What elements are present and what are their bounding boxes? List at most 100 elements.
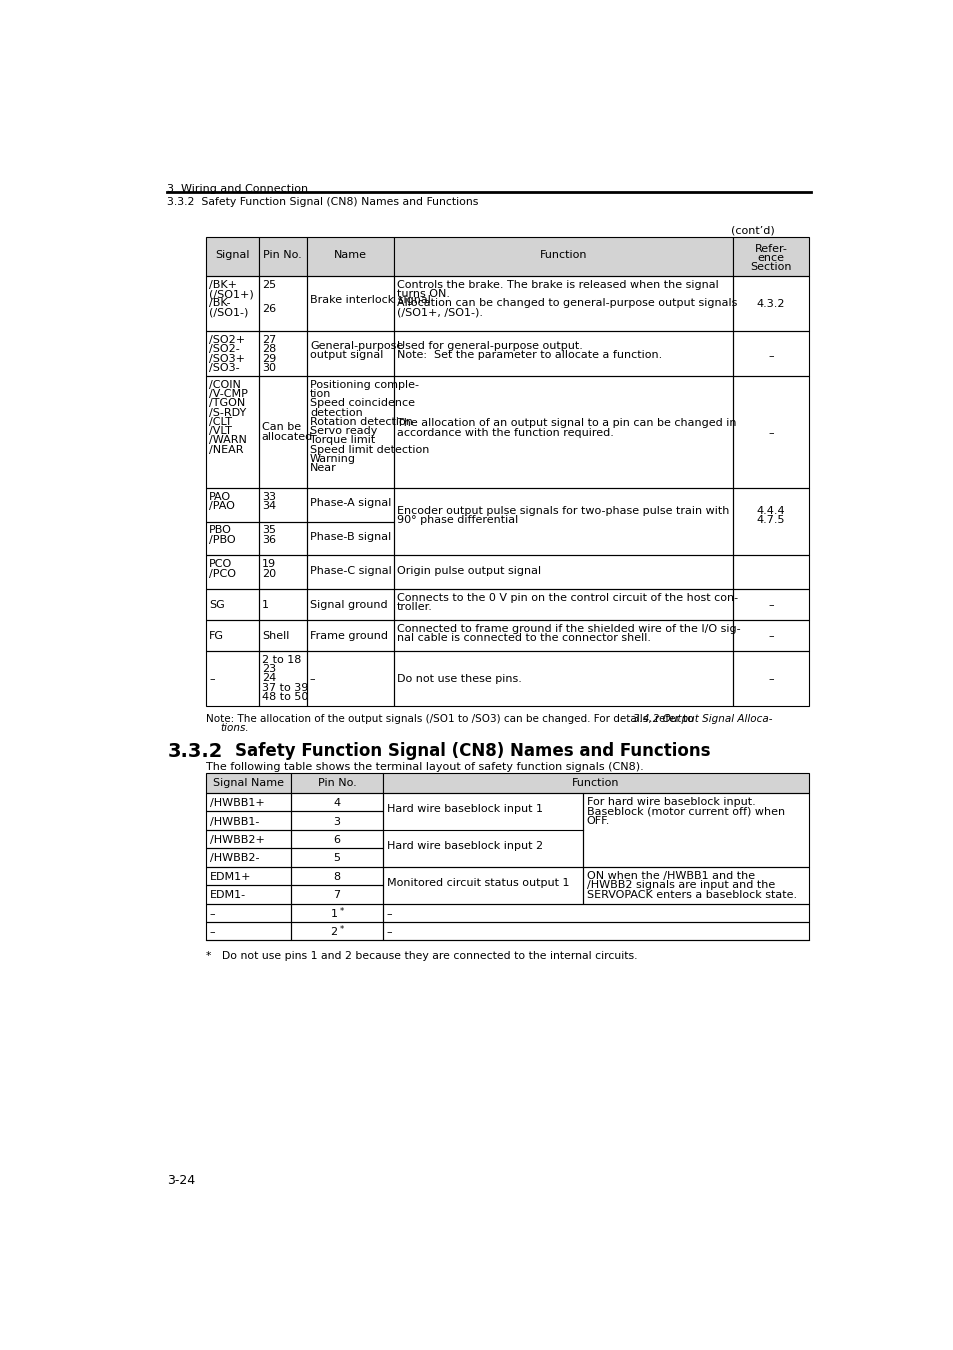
- Bar: [307, 238, 394, 275]
- Text: SERVOPACK enters a baseblock state.: SERVOPACK enters a baseblock state.: [586, 890, 796, 899]
- Text: /S-RDY: /S-RDY: [209, 408, 246, 417]
- Bar: [206, 830, 291, 848]
- Text: Frame ground: Frame ground: [310, 630, 388, 641]
- Text: (/SO1+, /SO1-).: (/SO1+, /SO1-).: [396, 308, 482, 317]
- Text: Signal: Signal: [215, 250, 250, 259]
- Bar: [394, 487, 732, 555]
- Text: Pin No.: Pin No.: [263, 250, 302, 259]
- Text: 3  Wiring and Connection: 3 Wiring and Connection: [167, 184, 308, 193]
- Bar: [732, 377, 808, 487]
- Text: Phase-B signal: Phase-B signal: [310, 532, 391, 543]
- Text: Controls the brake. The brake is released when the signal: Controls the brake. The brake is release…: [396, 279, 718, 290]
- Bar: [382, 772, 808, 792]
- Text: Signal ground: Signal ground: [310, 601, 387, 610]
- Bar: [206, 922, 291, 941]
- Text: SG: SG: [209, 601, 225, 610]
- Bar: [732, 555, 808, 590]
- Text: 3-24: 3-24: [167, 1173, 195, 1187]
- Bar: [206, 555, 258, 590]
- Bar: [258, 620, 307, 651]
- Bar: [732, 620, 808, 651]
- Text: 2 to 18: 2 to 18: [261, 655, 301, 664]
- Bar: [582, 867, 808, 903]
- Text: 24: 24: [261, 674, 275, 683]
- Text: –: –: [386, 909, 392, 919]
- Bar: [582, 792, 808, 867]
- Text: 36: 36: [261, 535, 275, 544]
- Text: troller.: troller.: [396, 602, 432, 613]
- Text: (cont’d): (cont’d): [731, 225, 775, 235]
- Text: Note:  Set the parameter to allocate a function.: Note: Set the parameter to allocate a fu…: [396, 350, 661, 360]
- Text: 35: 35: [261, 525, 275, 536]
- Bar: [732, 238, 808, 275]
- Text: Pin No.: Pin No.: [317, 778, 356, 788]
- Bar: [206, 238, 258, 275]
- Bar: [382, 903, 808, 922]
- Text: nal cable is connected to the connector shell.: nal cable is connected to the connector …: [396, 633, 650, 643]
- Text: –: –: [767, 601, 773, 610]
- Text: /SO2-: /SO2-: [209, 344, 239, 355]
- Text: Used for general-purpose output.: Used for general-purpose output.: [396, 340, 582, 351]
- Text: 27: 27: [261, 335, 275, 346]
- Text: 29: 29: [261, 354, 275, 363]
- Text: –: –: [386, 927, 392, 937]
- Bar: [206, 331, 258, 377]
- Text: Refer-: Refer-: [754, 243, 786, 254]
- Text: /CLT: /CLT: [209, 417, 232, 427]
- Bar: [206, 867, 291, 886]
- Text: Connects to the 0 V pin on the control circuit of the host con-: Connects to the 0 V pin on the control c…: [396, 593, 737, 603]
- Text: detection: detection: [310, 408, 362, 417]
- Text: 26: 26: [261, 304, 275, 313]
- Text: 3.3.2  Safety Function Signal (CN8) Names and Functions: 3.3.2 Safety Function Signal (CN8) Names…: [167, 197, 478, 208]
- Text: /HWBB2-: /HWBB2-: [210, 853, 259, 864]
- Text: /HWBB2+: /HWBB2+: [210, 836, 265, 845]
- Bar: [382, 922, 808, 941]
- Bar: [732, 651, 808, 706]
- Bar: [307, 487, 394, 521]
- Text: /HWBB2 signals are input and the: /HWBB2 signals are input and the: [586, 880, 774, 891]
- Text: *   Do not use pins 1 and 2 because they are connected to the internal circuits.: * Do not use pins 1 and 2 because they a…: [206, 952, 637, 961]
- Text: /TGON: /TGON: [209, 398, 245, 409]
- Text: Rotation detection: Rotation detection: [310, 417, 413, 427]
- Bar: [258, 377, 307, 487]
- Text: 23: 23: [261, 664, 275, 674]
- Bar: [258, 521, 307, 555]
- Bar: [394, 275, 732, 331]
- Bar: [307, 275, 394, 331]
- Text: 3.4.2 Output Signal Alloca-: 3.4.2 Output Signal Alloca-: [633, 714, 772, 724]
- Text: Connected to frame ground if the shielded wire of the I/O sig-: Connected to frame ground if the shielde…: [396, 624, 740, 634]
- Text: 2: 2: [330, 927, 337, 937]
- Text: 6: 6: [334, 836, 340, 845]
- Bar: [382, 867, 582, 903]
- Text: /HWBB1+: /HWBB1+: [210, 798, 264, 809]
- Bar: [206, 903, 291, 922]
- Text: Allocation can be changed to general-purpose output signals: Allocation can be changed to general-pur…: [396, 298, 737, 308]
- Bar: [206, 521, 258, 555]
- Text: Phase-C signal: Phase-C signal: [310, 566, 392, 576]
- Bar: [307, 555, 394, 590]
- Text: /SO3-: /SO3-: [209, 363, 239, 373]
- Text: Function: Function: [572, 778, 619, 788]
- Text: Hard wire baseblock input 2: Hard wire baseblock input 2: [386, 841, 542, 850]
- Text: *: *: [340, 907, 344, 915]
- Text: /HWBB1-: /HWBB1-: [210, 817, 259, 826]
- Bar: [732, 590, 808, 620]
- Text: Near: Near: [310, 463, 336, 472]
- Bar: [732, 487, 808, 555]
- Text: The following table shows the terminal layout of safety function signals (CN8).: The following table shows the terminal l…: [206, 761, 643, 772]
- Text: /BK-: /BK-: [209, 298, 231, 308]
- Text: –: –: [767, 630, 773, 641]
- Bar: [307, 590, 394, 620]
- Text: /V-CMP: /V-CMP: [209, 389, 248, 400]
- Text: EDM1-: EDM1-: [210, 891, 246, 900]
- Text: accordance with the function required.: accordance with the function required.: [396, 428, 613, 437]
- Text: 4.4.4: 4.4.4: [756, 506, 784, 516]
- Text: General-purpose: General-purpose: [310, 340, 403, 351]
- Bar: [291, 886, 382, 903]
- Bar: [394, 555, 732, 590]
- Bar: [394, 620, 732, 651]
- Text: output signal: output signal: [310, 350, 383, 360]
- Text: (/SO1-): (/SO1-): [209, 308, 249, 317]
- Text: FG: FG: [209, 630, 224, 641]
- Text: Speed coincidence: Speed coincidence: [310, 398, 415, 409]
